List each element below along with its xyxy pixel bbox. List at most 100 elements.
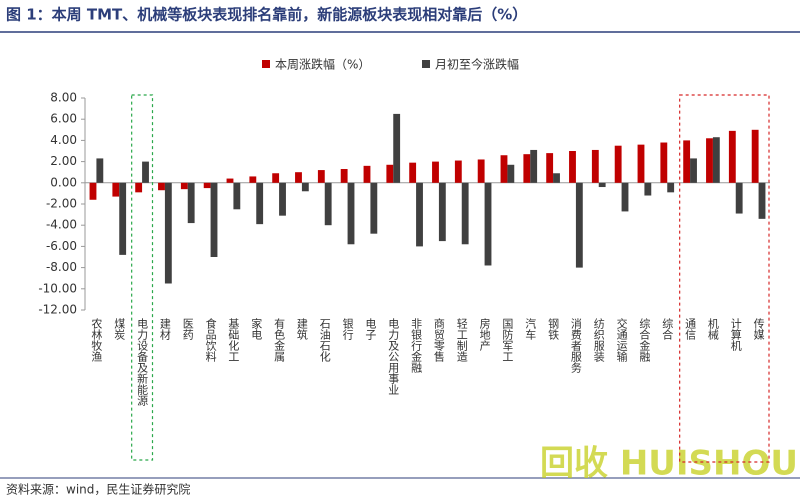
bar [409,162,417,183]
bar [683,140,691,183]
bar [690,158,697,183]
bar [438,182,446,242]
bar [89,182,97,200]
bar [340,169,348,183]
bar [203,182,211,189]
legend-swatch [262,60,270,68]
bar [363,165,371,183]
x-tick-label: 轻工制造 [455,317,468,362]
y-tick-label: 6.00 [50,112,77,126]
bar [210,182,218,257]
bar [507,164,515,183]
x-tick-label: 综合 [661,317,674,340]
bar [500,155,508,183]
bar [637,144,645,183]
bar [119,182,127,255]
bar [142,161,149,183]
bar [135,182,143,193]
x-tick-label: 消费者服务 [569,317,582,373]
x-tick-label: 电力设备及新能源 [136,318,149,407]
x-tick-label: 交通运输 [615,317,628,363]
x-tick-label: 基础化工 [227,318,240,362]
bar [621,182,629,212]
x-tick-label: 国防军工 [501,318,514,362]
bar [393,113,401,183]
x-tick-label: 食品饮料 [204,317,217,363]
x-tick-label: 传媒 [752,318,765,341]
y-tick-label: -8.00 [46,260,77,274]
y-tick-label: -12.00 [38,303,77,317]
bar [295,172,302,183]
x-tick-label: 银行 [341,317,354,341]
x-tick-label: 农林牧渔 [90,317,103,363]
bar [728,130,736,183]
bar [416,182,423,247]
bar [735,182,743,214]
x-tick-label: 医药 [181,318,194,341]
x-tick-label: 电力及公用事业 [387,318,400,395]
source: 资料来源：wind，民生证券研究院 [6,482,190,497]
x-tick-label: 综合金融 [638,317,651,363]
bar [187,182,195,224]
y-tick-label: 8.00 [50,91,77,105]
bar [575,182,583,268]
y-tick-label: -6.00 [46,239,77,253]
bar [301,182,309,192]
bar [523,154,531,183]
x-tick-label: 非银行金融 [410,318,423,374]
x-tick-label: 建材 [158,317,171,340]
bar [256,182,264,225]
bar [347,182,355,245]
x-tick-label: 机械 [706,317,719,341]
bar [553,173,560,183]
bar [667,182,675,193]
bar [164,182,172,284]
bar [484,182,492,266]
bar [279,182,286,216]
legend-swatch [422,60,430,68]
x-tick-label: 纺织服装 [592,317,605,363]
bar [233,182,241,210]
bar [317,170,325,183]
bar [272,173,280,183]
bar [530,149,538,183]
bar [706,138,713,183]
bar [712,137,720,183]
x-tick-label: 家电 [250,317,263,340]
bar [226,178,234,183]
legend-label: 月初至今涨跌幅 [435,57,519,72]
bar [180,182,188,190]
bar [569,151,576,183]
x-tick-label: 建筑 [295,317,308,340]
x-tick-label: 房地产 [478,318,491,352]
bar [454,160,462,183]
y-tick-label: -4.00 [46,218,77,232]
bar [158,182,165,191]
bar [386,164,394,183]
bar [591,149,599,183]
highlight-box [679,94,770,463]
x-tick-label: 钢铁 [547,318,560,340]
x-tick-label: 商贸零售 [432,317,445,363]
watermark: 回收 HUISHOUREN [540,444,800,484]
x-tick-label: 石油石化 [318,318,331,363]
bar [598,182,606,188]
bar [660,142,668,183]
chart-title: 图 1：本周 TMT、机械等板块表现排名靠前，新能源板块表现相对靠后（%） [6,6,527,24]
bar [614,145,622,183]
x-tick-label: 煤炭 [113,318,126,341]
x-tick-label: 计算机 [729,318,742,351]
bar [249,176,257,183]
bar [112,182,120,197]
bar [546,153,554,183]
x-tick-label: 电子 [364,318,377,340]
y-tick-label: -2.00 [46,197,77,211]
highlight-box [131,94,154,461]
x-tick-label: 汽车 [524,317,537,341]
bar [324,182,332,226]
bar [477,159,485,183]
bar [644,182,652,196]
y-tick-label: 4.00 [50,133,77,147]
y-tick-label: 0.00 [50,175,77,189]
